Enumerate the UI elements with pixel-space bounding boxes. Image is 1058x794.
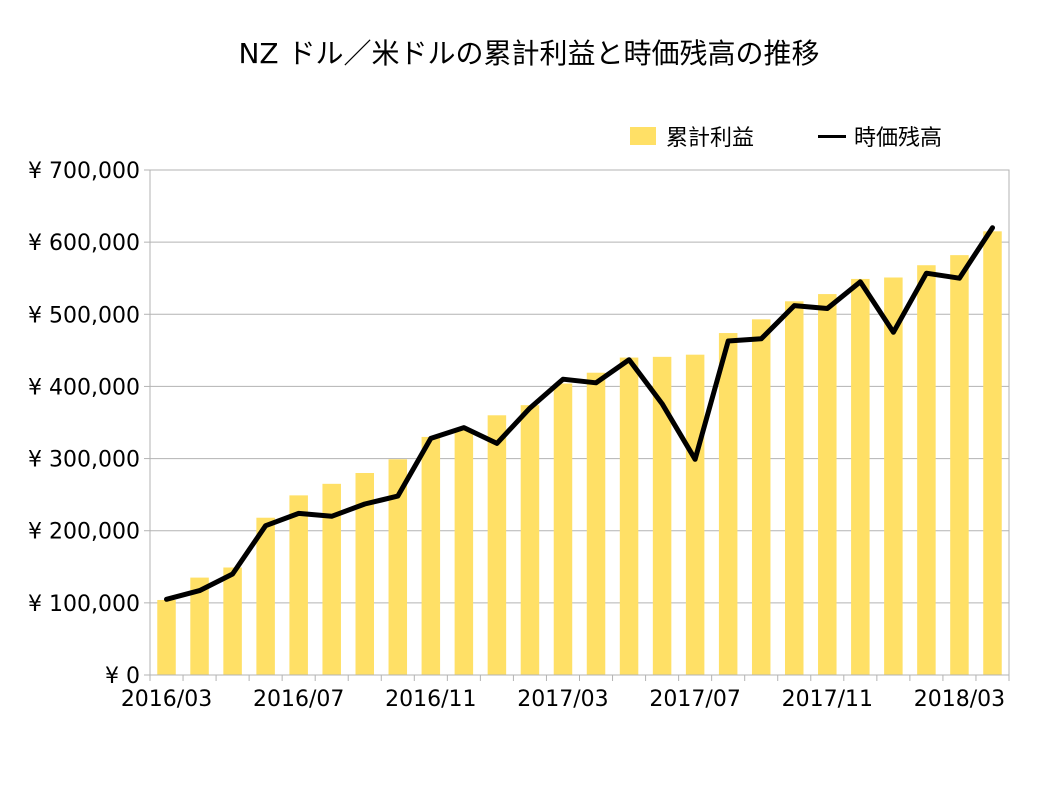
bar [652,356,672,675]
y-tick-label: ¥ 0 [105,664,140,689]
plot-frame [149,169,1010,676]
bar [553,383,573,675]
bar [256,517,275,675]
x-tick-label: 2016/07 [253,687,344,712]
bar [751,319,771,675]
legend-item-line: 時価残高 [818,120,942,152]
axis-layer: ¥ 0 ¥ 100,000 ¥ 200,000 ¥ 300,000 ¥ 400,000 ¥… [28,159,1010,712]
y-tick-label: ¥ 200,000 [28,520,140,545]
bar [223,567,242,675]
y-tick-label: ¥ 300,000 [28,448,140,473]
x-tick-label: 2017/03 [517,687,608,712]
bar [157,599,176,675]
bar [520,405,540,675]
bar [388,459,408,675]
bar [487,415,507,675]
legend-swatch-bar [630,127,656,145]
grid-layer [150,169,1009,676]
x-tick-label: 2018/03 [914,687,1005,712]
y-tick-label: ¥ 100,000 [28,592,140,617]
x-tick-label: 2017/07 [649,687,740,712]
bar [950,255,969,675]
x-tick-label: 2016/11 [385,687,476,712]
bar [289,495,308,675]
bar [685,354,705,675]
bar [884,277,903,675]
bar [851,278,870,675]
bar [784,301,804,675]
bar-layer [157,231,1002,676]
legend-label-bar: 累計利益 [666,126,755,151]
bar [454,429,474,675]
y-tick-label: ¥ 700,000 [28,159,140,184]
bar [190,577,209,675]
bar [619,357,639,675]
series-line [164,225,995,602]
legend-label-line: 時価残高 [854,126,943,151]
bar [818,294,837,675]
y-tick-label: ¥ 400,000 [28,375,140,400]
bar [718,333,738,675]
x-tick-label: 2016/03 [121,687,212,712]
bar [421,436,441,675]
line-layer [164,225,995,602]
bar [355,473,375,675]
y-tick-label: ¥ 500,000 [28,303,140,328]
legend-swatch-line [818,134,846,138]
bar [322,483,341,675]
bar [917,265,936,675]
x-tick-label: 2017/11 [782,687,873,712]
bar [586,372,606,675]
legend-item-bar: 累計利益 [630,120,754,152]
y-tick-label: ¥ 600,000 [28,231,140,256]
bar [983,231,1002,676]
chart-title: NZ ドル／米ドルの累計利益と時価残高の推移 [238,37,820,70]
